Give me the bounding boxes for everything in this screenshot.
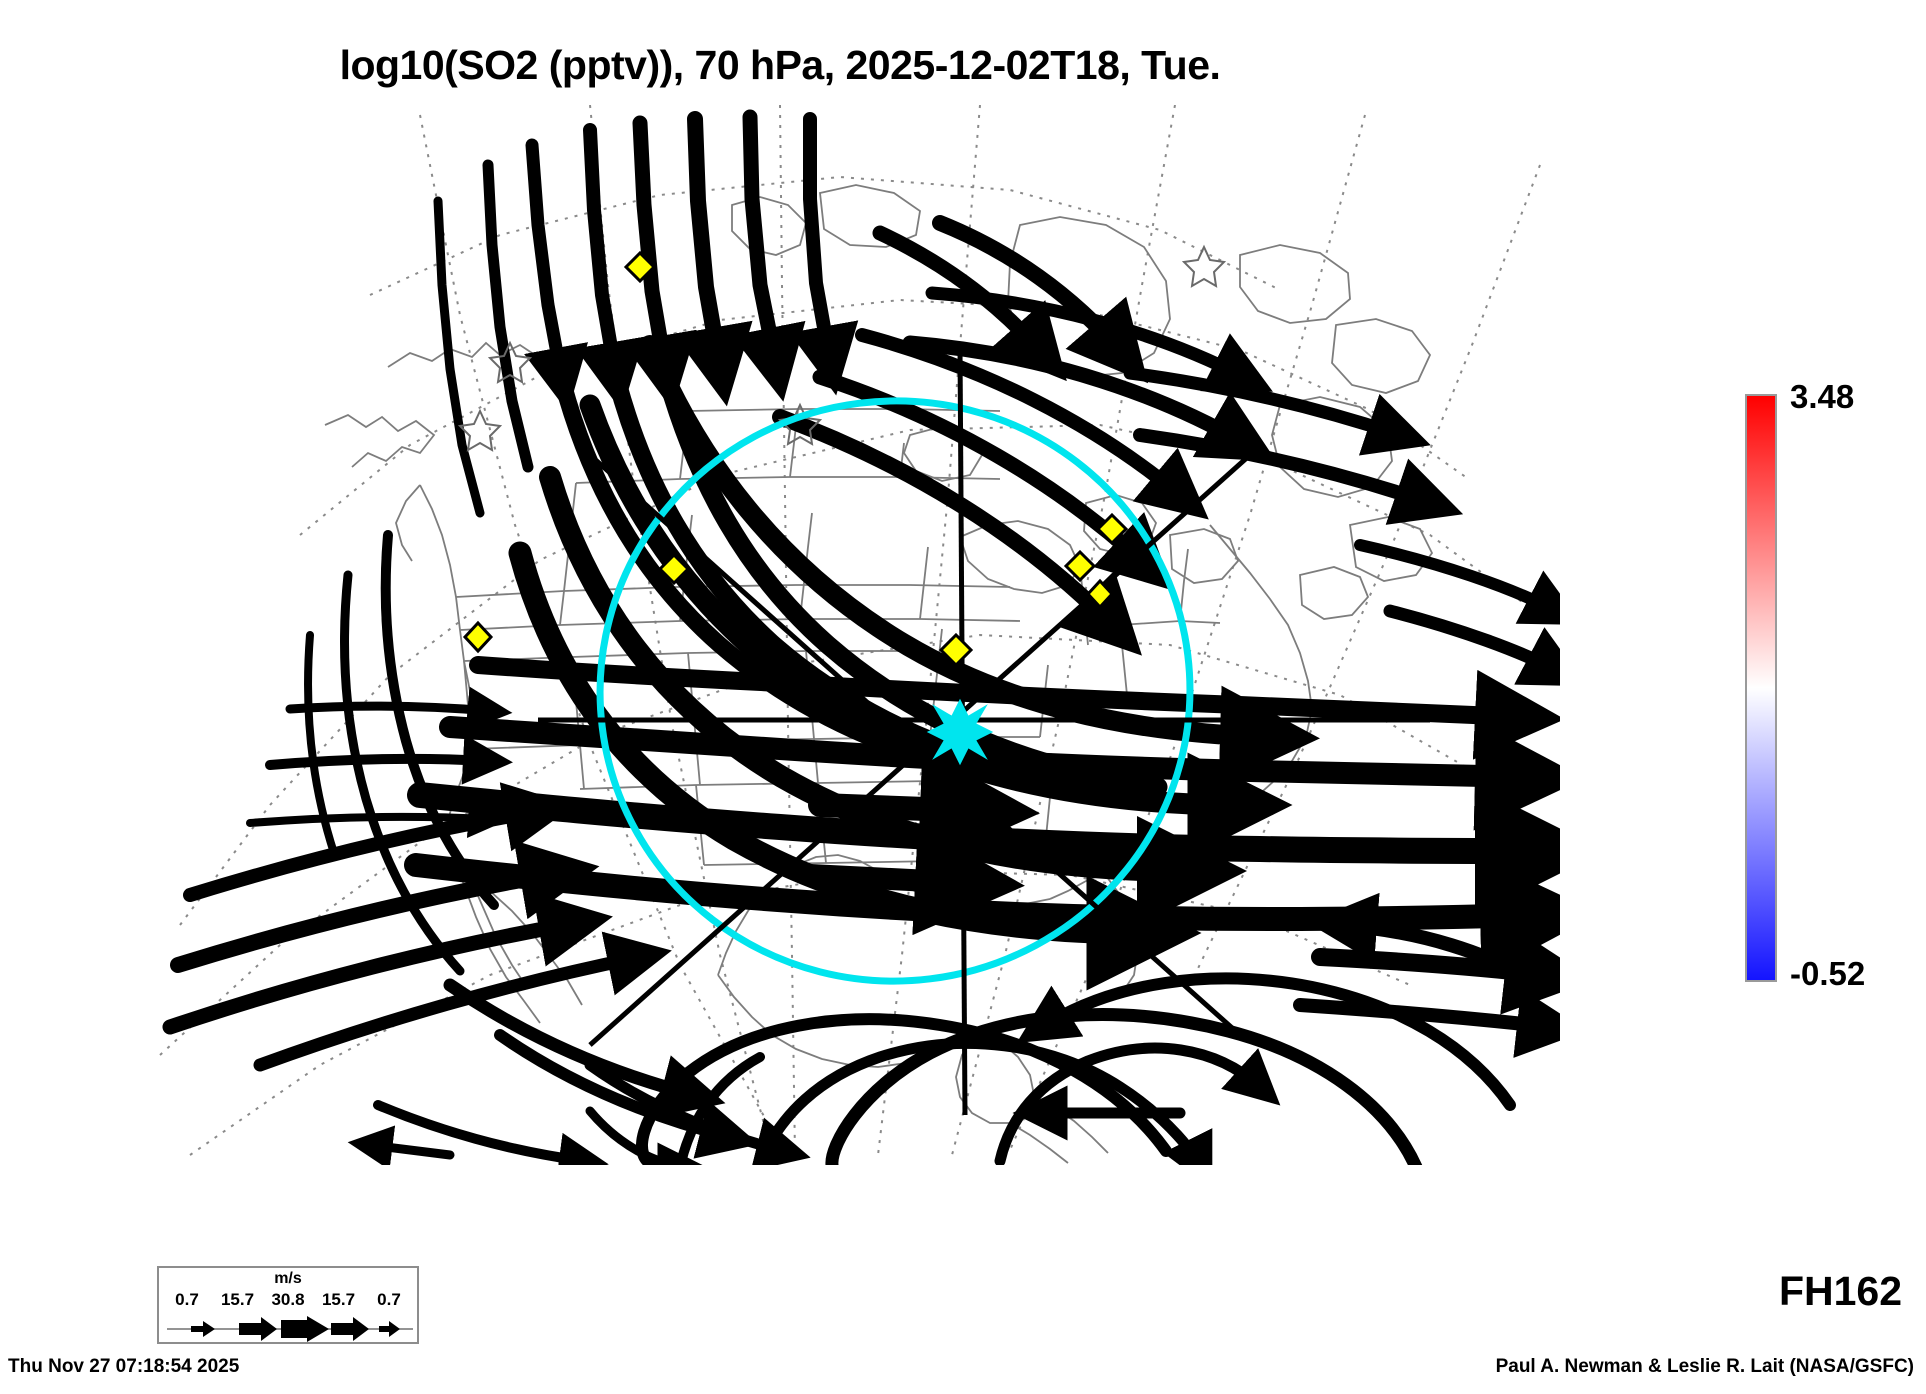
site-marker [1063, 549, 1097, 583]
map-panel [120, 105, 1560, 1165]
colorbar-max-label: 3.48 [1790, 378, 1855, 415]
author-credit: Paul A. Newman & Leslie R. Lait (NASA/GS… [1495, 1356, 1914, 1377]
site-marker [657, 552, 691, 586]
site-marker [462, 620, 494, 654]
forecast-hour-label: FH162 [1778, 1268, 1902, 1314]
wind-legend-ticks: 0.7 15.7 30.8 15.7 0.7 [163, 1290, 413, 1310]
wind-legend-tick: 30.8 [271, 1290, 305, 1309]
page-title: log10(SO2 (pptv)), 70 hPa, 2025-12-02T18… [339, 42, 1221, 88]
generation-timestamp: Thu Nov 27 07:18:54 2025 [8, 1356, 240, 1377]
site-marker [938, 632, 974, 668]
site-marker [1085, 578, 1115, 610]
wind-legend-unit-label: m/s [274, 1270, 302, 1287]
colorbar [1745, 394, 1777, 982]
site-markers [462, 250, 1129, 668]
colorbar-gradient [1745, 394, 1777, 982]
wind-legend-tick: 15.7 [220, 1290, 255, 1309]
site-marker [623, 250, 657, 284]
map-svg [159, 105, 1560, 1165]
wind-legend-arrow-bar [167, 1316, 413, 1342]
wind-legend-tick: 0.7 [377, 1290, 401, 1309]
colorbar-min-label: -0.52 [1790, 955, 1866, 992]
wind-legend-tick: 15.7 [321, 1290, 356, 1309]
wind-speed-legend: m/s 0.7 15.7 30.8 15.7 0.7 [157, 1266, 419, 1344]
site-marker [1095, 512, 1129, 546]
center-star-marker [926, 698, 994, 766]
wind-legend-tick: 0.7 [175, 1290, 199, 1309]
region-ellipse [596, 397, 1194, 985]
